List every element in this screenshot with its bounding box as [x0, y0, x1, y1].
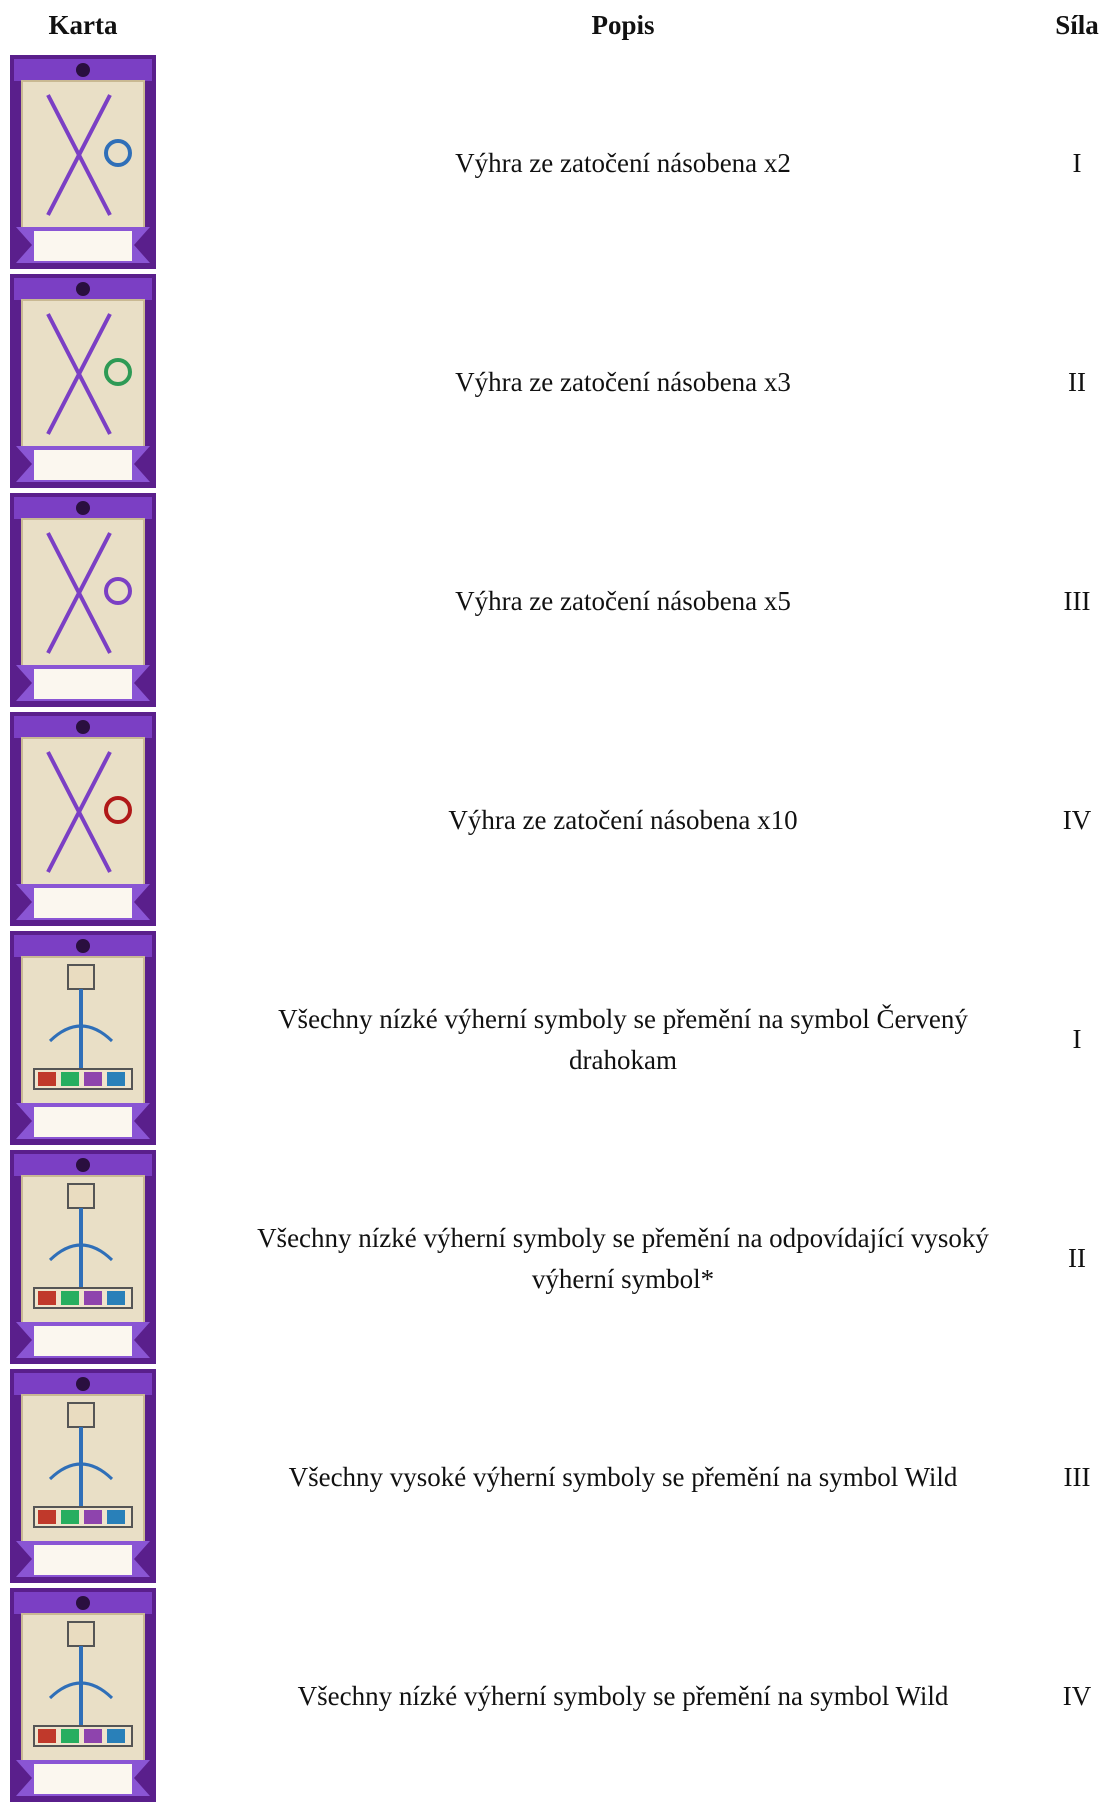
strength: III — [1063, 1462, 1091, 1492]
strength: IV — [1062, 1681, 1092, 1711]
strength: II — [1068, 367, 1086, 397]
description: Výhra ze zatočení násobena x3 — [455, 367, 791, 397]
card — [10, 1150, 156, 1364]
card — [10, 274, 156, 488]
description: Výhra ze zatočení násobena x10 — [448, 805, 798, 835]
card — [10, 712, 156, 926]
header-description: Popis — [591, 10, 655, 40]
description: Všechny nízké výherní symboly se přemění… — [297, 1681, 949, 1711]
strength: II — [1068, 1243, 1086, 1273]
card — [10, 931, 156, 1145]
strength: III — [1063, 586, 1091, 616]
card-art — [10, 55, 156, 269]
card-art — [10, 1150, 156, 1364]
strength: I — [1072, 1024, 1082, 1054]
card-art — [10, 1369, 156, 1583]
description: Výhra ze zatočení násobena x5 — [455, 586, 791, 616]
description: Všechny nízké výherní symboly se přemění… — [257, 1223, 989, 1294]
card — [10, 1588, 156, 1802]
card-art — [10, 712, 156, 926]
strength: I — [1072, 148, 1082, 178]
description: Výhra ze zatočení násobena x2 — [455, 148, 791, 178]
description: Všechny nízké výherní symboly se přemění… — [278, 1004, 968, 1075]
header-strength: Síla — [1055, 10, 1099, 40]
card-art — [10, 931, 156, 1145]
card — [10, 55, 156, 269]
card-art — [10, 1588, 156, 1802]
description: Všechny vysoké výherní symboly se přeměn… — [288, 1462, 958, 1492]
card — [10, 493, 156, 707]
strength: IV — [1062, 805, 1092, 835]
header-card: Karta — [48, 10, 118, 40]
card-art — [10, 274, 156, 488]
card-art — [10, 493, 156, 707]
card — [10, 1369, 156, 1583]
